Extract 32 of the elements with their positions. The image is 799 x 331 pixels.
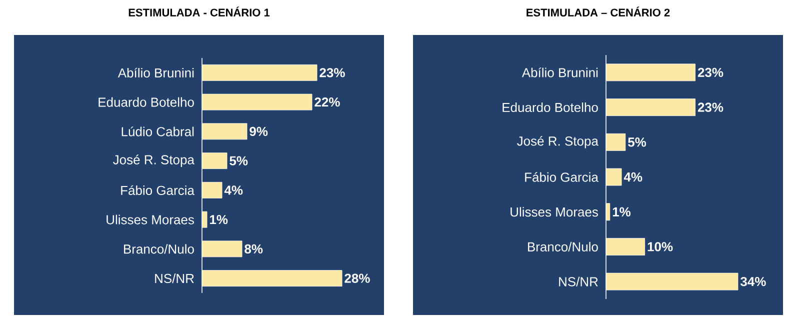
data-label: 22% [314,97,340,107]
data-label: 5% [230,156,248,166]
data-label: 1% [210,214,228,224]
data-label: 34% [740,276,766,286]
data-label: 8% [244,244,263,254]
y-tick-label: Branco/Nulo [124,244,194,254]
data-label: 23% [698,102,724,112]
data-label: 28% [344,274,370,283]
data-label: 5% [628,138,646,147]
y-tick-label: NS/NR [155,274,194,284]
data-label: 10% [648,242,673,252]
y-tick-label: Lúdio Cabral [122,126,194,136]
chart-title: ESTIMULADA – CENÁRIO 2 [526,6,670,16]
y-tick-label: José R. Stopa [517,136,598,148]
y-tick-label: NS/NR [559,276,598,286]
y-tick-label: Eduardo Botelho [98,97,194,107]
y-tick-label: José R. Stopa [113,154,194,167]
data-label: 9% [250,126,268,136]
y-tick-label: Eduardo Botelho [502,102,598,112]
chart-title: ESTIMULADA - CENÁRIO 1 [128,6,270,16]
y-tick-label: Abílio Brunini [522,68,598,78]
data-label: 1% [612,207,631,216]
y-tick-label: Branco/Nulo [528,242,598,252]
y-tick-label: Ulisses Moraes [106,214,194,224]
y-tick-label: Ulisses Moraes [510,207,598,217]
data-label: 4% [224,186,243,195]
data-label: 23% [698,68,724,78]
y-tick-label: Fábio Garcia [121,185,194,196]
y-tick-label: Fábio Garcia [525,172,598,182]
data-label: 4% [624,172,642,182]
data-label: 23% [320,68,345,78]
y-tick-label: Abílio Brunini [118,68,194,78]
